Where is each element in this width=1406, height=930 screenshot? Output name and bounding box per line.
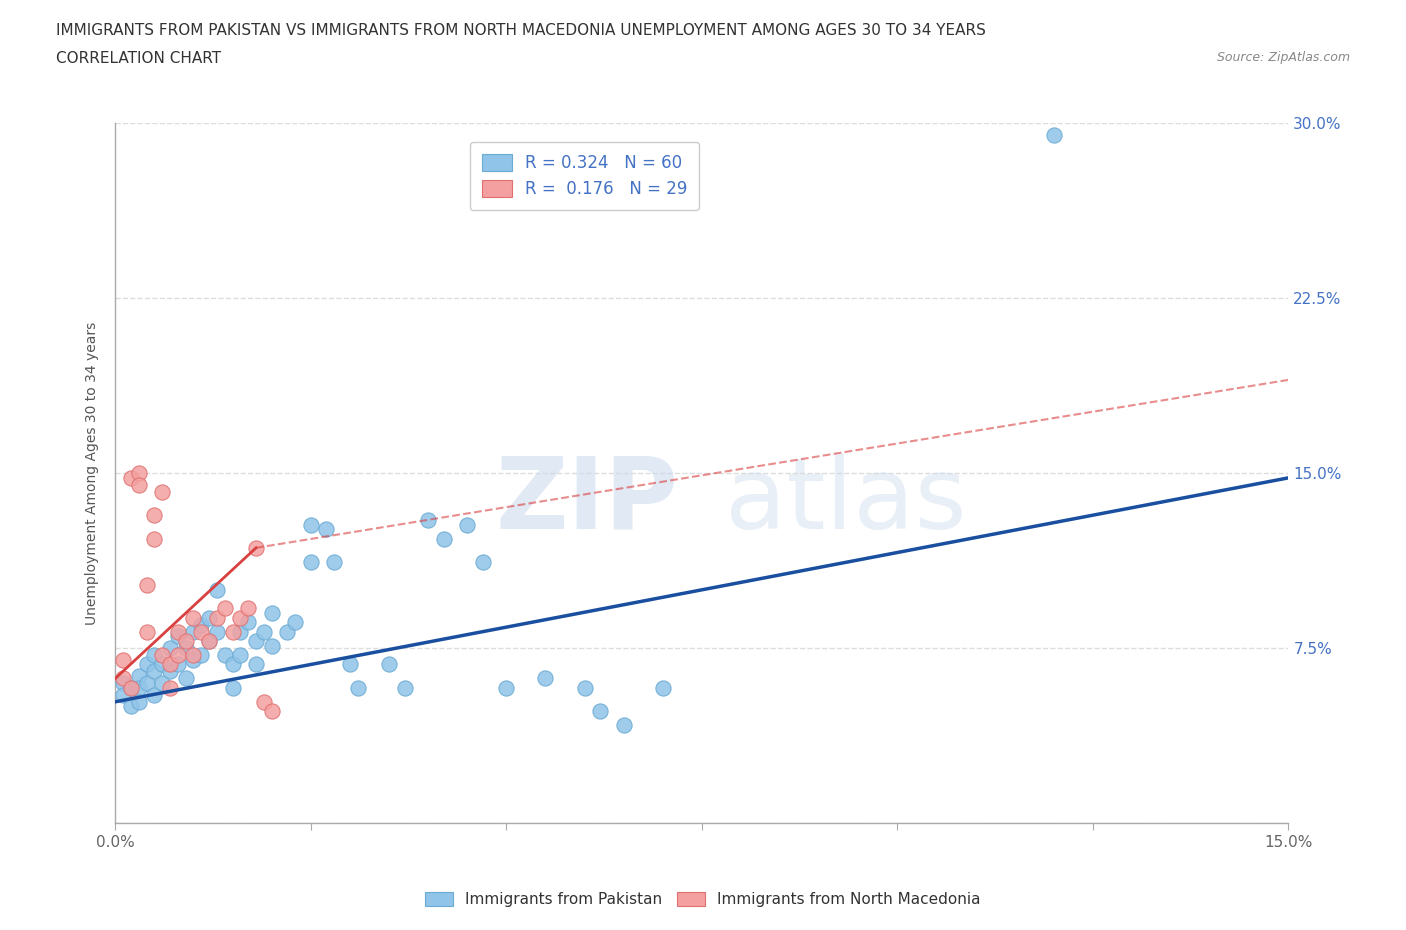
Point [534, 671, 557, 686]
Point [589, 704, 612, 719]
Point [159, 657, 181, 671]
Point [135, 578, 157, 592]
Point [260, 638, 283, 653]
Point [198, 610, 221, 625]
Point [245, 540, 267, 555]
Point [128, 669, 150, 684]
Point [112, 671, 135, 686]
Point [166, 624, 188, 639]
Point [198, 633, 221, 648]
Point [276, 624, 298, 639]
Point [174, 641, 197, 656]
Point [135, 657, 157, 671]
Point [205, 610, 228, 625]
Point [229, 647, 252, 662]
Text: ZIP: ZIP [495, 453, 678, 550]
Point [112, 687, 135, 702]
Point [214, 647, 236, 662]
Point [174, 633, 197, 648]
Text: CORRELATION CHART: CORRELATION CHART [56, 51, 221, 66]
Point [245, 657, 267, 671]
Point [150, 647, 173, 662]
Point [150, 657, 173, 671]
Point [143, 531, 166, 546]
Text: IMMIGRANTS FROM PAKISTAN VS IMMIGRANTS FROM NORTH MACEDONIA UNEMPLOYMENT AMONG A: IMMIGRANTS FROM PAKISTAN VS IMMIGRANTS F… [56, 23, 986, 38]
Point [190, 647, 212, 662]
Point [190, 618, 212, 632]
Point [456, 517, 478, 532]
Point [394, 681, 416, 696]
Point [190, 624, 212, 639]
Point [299, 517, 322, 532]
Point [183, 624, 205, 639]
Point [214, 601, 236, 616]
Point [174, 671, 197, 686]
Point [260, 704, 283, 719]
Legend: Immigrants from Pakistan, Immigrants from North Macedonia: Immigrants from Pakistan, Immigrants fro… [419, 885, 987, 913]
Point [120, 471, 142, 485]
Point [574, 681, 596, 696]
Point [238, 615, 260, 630]
Point [346, 681, 368, 696]
Point [112, 676, 135, 691]
Point [143, 687, 166, 702]
Point [143, 664, 166, 679]
Point [1043, 127, 1066, 142]
Point [198, 633, 221, 648]
Point [143, 508, 166, 523]
Point [166, 629, 188, 644]
Point [150, 676, 173, 691]
Point [183, 647, 205, 662]
Point [135, 676, 157, 691]
Point [221, 657, 243, 671]
Point [159, 681, 181, 696]
Point [651, 681, 673, 696]
Point [150, 485, 173, 499]
Point [159, 641, 181, 656]
Point [253, 624, 276, 639]
Point [112, 652, 135, 667]
Legend: R = 0.324   N = 60, R =  0.176   N = 29: R = 0.324 N = 60, R = 0.176 N = 29 [470, 142, 699, 210]
Point [245, 633, 267, 648]
Point [120, 681, 142, 696]
Text: Source: ZipAtlas.com: Source: ZipAtlas.com [1216, 51, 1350, 64]
Point [221, 624, 243, 639]
Point [260, 605, 283, 620]
Point [120, 681, 142, 696]
Point [221, 681, 243, 696]
Point [143, 647, 166, 662]
Point [299, 554, 322, 569]
Point [128, 695, 150, 710]
Y-axis label: Unemployment Among Ages 30 to 34 years: Unemployment Among Ages 30 to 34 years [86, 322, 100, 625]
Point [284, 615, 307, 630]
Point [433, 531, 456, 546]
Point [339, 657, 361, 671]
Point [135, 624, 157, 639]
Text: atlas: atlas [725, 453, 967, 550]
Point [323, 554, 346, 569]
Point [159, 664, 181, 679]
Point [166, 657, 188, 671]
Point [315, 522, 337, 537]
Point [378, 657, 401, 671]
Point [253, 695, 276, 710]
Point [229, 610, 252, 625]
Point [238, 601, 260, 616]
Point [229, 624, 252, 639]
Point [205, 624, 228, 639]
Point [183, 610, 205, 625]
Point [128, 681, 150, 696]
Point [128, 466, 150, 481]
Point [471, 554, 494, 569]
Point [613, 718, 636, 733]
Point [183, 652, 205, 667]
Point [495, 681, 517, 696]
Point [128, 477, 150, 492]
Point [166, 647, 188, 662]
Point [120, 699, 142, 714]
Point [205, 582, 228, 597]
Point [416, 512, 439, 527]
